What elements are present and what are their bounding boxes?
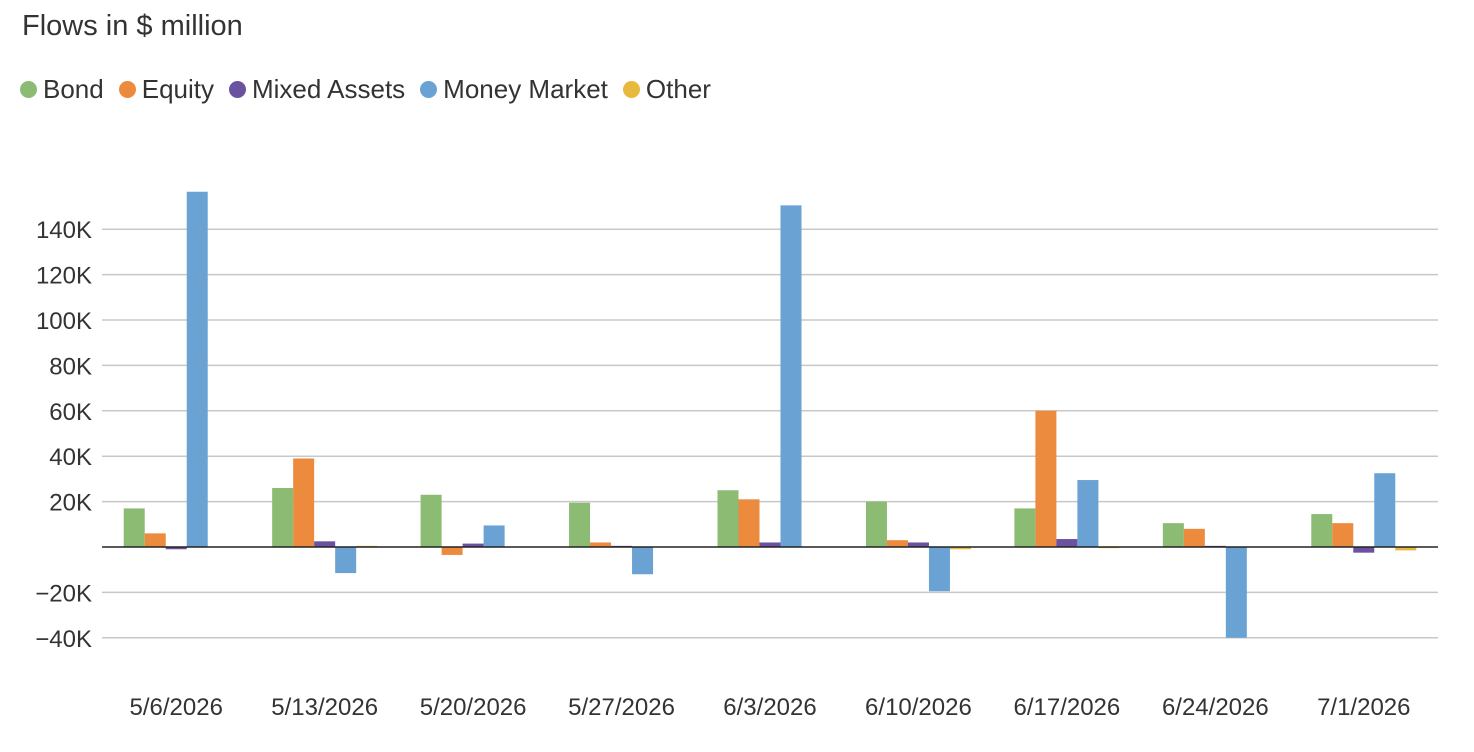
legend-item-money-market[interactable]: Money Market <box>420 74 608 105</box>
legend-label-other: Other <box>645 74 711 104</box>
bar-mixed-assets[interactable] <box>907 542 929 547</box>
legend-item-equity[interactable]: Equity <box>118 74 214 105</box>
bar-equity[interactable] <box>738 499 760 547</box>
bar-equity[interactable] <box>1332 523 1354 547</box>
bar-equity[interactable] <box>590 542 612 547</box>
y-tick-label: 80K <box>49 353 92 380</box>
bar-bond[interactable] <box>420 494 442 547</box>
bar-mixed-assets[interactable] <box>1353 547 1375 553</box>
bar-money-market[interactable] <box>780 205 802 548</box>
x-tick-label: 5/20/2026 <box>420 694 527 721</box>
gridlines <box>102 228 1438 639</box>
legend-label-mixed-assets: Mixed Assets <box>252 74 406 104</box>
bar-equity[interactable] <box>293 458 315 547</box>
bar-money-market[interactable] <box>1374 473 1396 547</box>
y-tick-label: −20K <box>35 580 92 607</box>
bar-other[interactable] <box>949 547 971 550</box>
y-tick-label: 60K <box>49 399 92 426</box>
legend-marker-other <box>622 81 640 98</box>
bar-bond[interactable] <box>1311 514 1333 547</box>
bar-bond[interactable] <box>569 502 591 547</box>
bar-other[interactable] <box>1395 547 1417 551</box>
x-tick-label: 6/10/2026 <box>865 694 972 721</box>
x-tick-label: 6/24/2026 <box>1162 694 1269 721</box>
bar-money-market[interactable] <box>632 547 654 575</box>
legend-item-other[interactable]: Other <box>622 74 711 105</box>
bar-equity[interactable] <box>144 533 166 547</box>
y-tick-label: 120K <box>36 263 92 290</box>
bar-bond[interactable] <box>1162 523 1184 547</box>
y-tick-label: 140K <box>36 217 92 244</box>
bar-equity[interactable] <box>441 547 463 555</box>
bar-bond[interactable] <box>717 490 739 547</box>
bar-mixed-assets[interactable] <box>165 547 187 550</box>
bar-mixed-assets[interactable] <box>759 542 781 547</box>
bar-money-market[interactable] <box>186 191 208 547</box>
bar-equity[interactable] <box>1035 410 1057 547</box>
legend-label-equity: Equity <box>141 74 214 104</box>
x-tick-label: 5/13/2026 <box>271 694 378 721</box>
x-tick-label: 6/17/2026 <box>1013 694 1120 721</box>
legend-item-bond[interactable]: Bond <box>20 74 104 105</box>
y-tick-label: −40K <box>35 626 92 653</box>
x-tick-label: 5/6/2026 <box>130 694 223 721</box>
y-tick-label: 100K <box>36 308 92 335</box>
legend-marker-mixed-assets <box>229 81 246 98</box>
legend-label-money-market: Money Market <box>443 74 608 104</box>
bar-money-market[interactable] <box>928 547 950 592</box>
x-tick-label: 6/3/2026 <box>723 694 816 721</box>
legend-marker-equity <box>118 81 136 98</box>
bars <box>123 191 1417 638</box>
bar-money-market[interactable] <box>483 525 505 547</box>
bar-equity[interactable] <box>1183 528 1205 547</box>
bar-mixed-assets[interactable] <box>462 543 484 547</box>
chart-title: Flows in $ million <box>22 10 243 42</box>
bar-bond[interactable] <box>865 501 887 547</box>
bar-mixed-assets[interactable] <box>1056 539 1078 547</box>
bar-mixed-assets[interactable] <box>314 541 336 547</box>
legend-marker-bond <box>20 81 37 98</box>
legend-marker-money-market <box>420 81 438 98</box>
x-axis-ticks: 5/6/2026 5/13/2026 5/20/2026 5/27/2026 6/3/2… <box>130 694 1411 721</box>
chart-legend: Bond Equity Mixed Assets Money Market Ot… <box>20 74 726 105</box>
y-axis-ticks: −40K −20K 20K 40K 60K 80K 100K 120K 140K <box>35 217 92 653</box>
bar-equity[interactable] <box>886 540 908 547</box>
y-tick-label: 20K <box>49 490 92 517</box>
bar-bond[interactable] <box>272 487 294 547</box>
bar-money-market[interactable] <box>1077 480 1099 547</box>
bar-money-market[interactable] <box>1225 547 1247 638</box>
x-tick-label: 5/27/2026 <box>568 694 675 721</box>
bar-money-market[interactable] <box>335 547 357 574</box>
legend-label-bond: Bond <box>43 74 104 104</box>
bar-bond[interactable] <box>1014 508 1036 547</box>
legend-item-mixed-assets[interactable]: Mixed Assets <box>229 74 405 105</box>
y-tick-label: 40K <box>49 444 92 471</box>
x-tick-label: 7/1/2026 <box>1317 694 1410 721</box>
bar-bond[interactable] <box>123 508 145 547</box>
